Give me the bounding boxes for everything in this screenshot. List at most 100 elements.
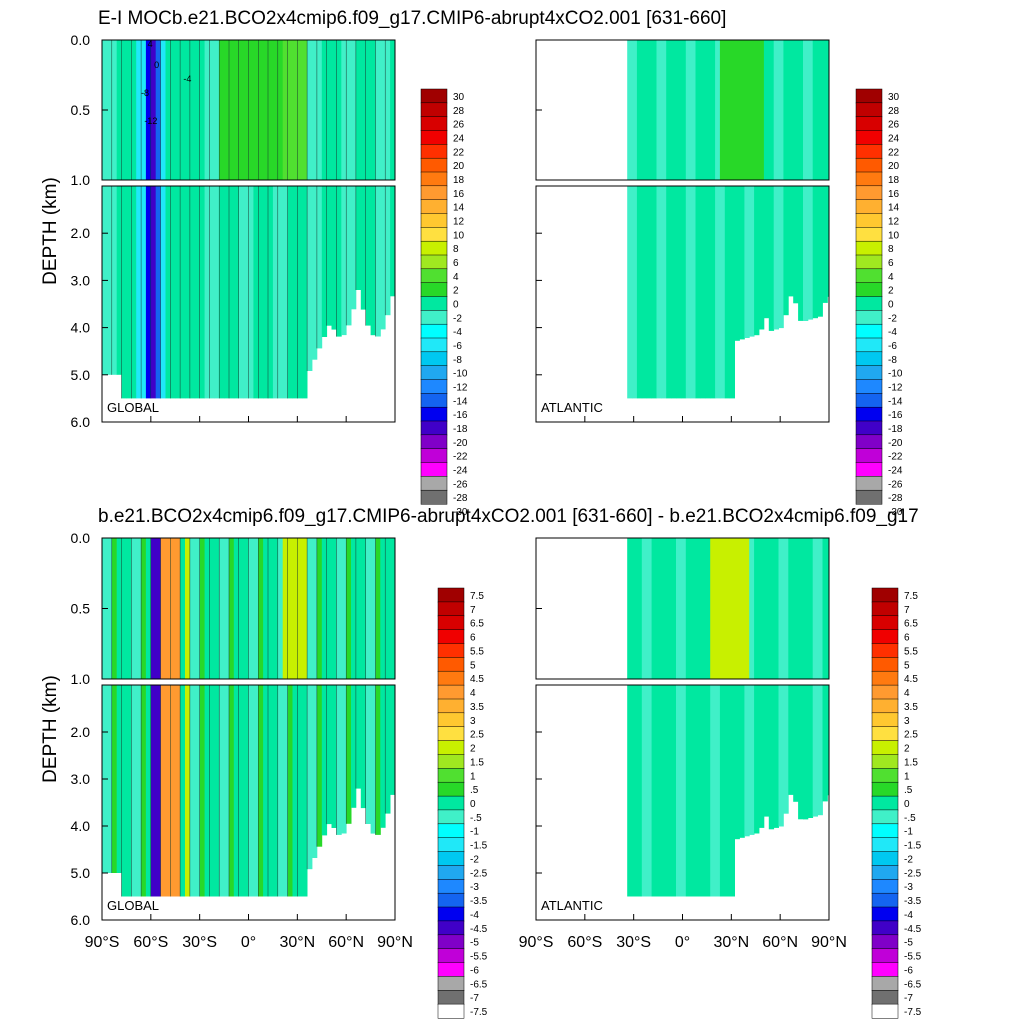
field-strip [219, 186, 225, 399]
colorbar-swatch [855, 462, 883, 477]
field-strip [749, 186, 755, 337]
field-strip [263, 685, 269, 897]
y-tick-label: 0.0 [71, 32, 91, 48]
field-strip [690, 186, 696, 399]
field-strip [676, 538, 682, 679]
colorbar-label: 12 [888, 216, 900, 227]
field-strip [773, 685, 779, 828]
field-strip [199, 538, 205, 679]
field-strip [695, 538, 701, 679]
field-strip [331, 538, 337, 679]
colorbar-label: -2 [470, 855, 479, 866]
field-strip [243, 538, 249, 679]
field-strip [827, 538, 830, 679]
field-strip [233, 685, 240, 897]
field-strip [194, 538, 201, 679]
field-strip [627, 186, 633, 399]
field-strip [268, 40, 274, 180]
colorbar-label: 2.5 [470, 730, 484, 741]
field-strip [307, 186, 313, 371]
colorbar-label: 2.5 [904, 730, 918, 741]
colorbar-swatch [855, 185, 883, 201]
field-strip [307, 40, 313, 180]
field-strip [214, 685, 220, 897]
colorbar-label: 3.5 [904, 702, 918, 713]
field-strip [272, 186, 279, 399]
field-strip [229, 40, 235, 180]
field-strip [253, 186, 259, 399]
field-strip [331, 685, 337, 828]
field-strip [724, 538, 731, 679]
field-strip [263, 538, 269, 679]
colorbar-label: 6 [904, 633, 910, 644]
colorbar-swatch [855, 144, 883, 159]
field-strip [380, 685, 386, 828]
colorbar-swatch [437, 712, 465, 728]
field-strip [355, 40, 362, 180]
colorbar-swatch [437, 809, 465, 825]
field-strip [316, 538, 323, 679]
y-tick-label: 6.0 [71, 912, 91, 928]
field-strip [229, 186, 235, 399]
colorbar-swatch [871, 990, 899, 1005]
field-strip [759, 685, 765, 828]
field-strip [710, 40, 716, 180]
colorbar-swatch [855, 296, 883, 311]
colorbar-label: -20 [453, 438, 468, 449]
field-strip [827, 186, 830, 297]
field-strip [312, 40, 318, 180]
field-strip [759, 186, 765, 330]
field-strip [812, 538, 818, 679]
field-strip [165, 685, 171, 897]
field-strip [336, 538, 342, 679]
colorbar-swatch [871, 948, 899, 964]
field-strip [651, 186, 657, 399]
field-strip [715, 40, 721, 180]
field-strip [199, 186, 205, 399]
field-strip [375, 40, 381, 180]
field-strip [695, 40, 701, 180]
colorbar-swatch [855, 240, 883, 256]
field-strip [219, 538, 225, 679]
colorbar-label: -7 [470, 993, 479, 1004]
region-label: GLOBAL [107, 898, 159, 913]
field-strip [248, 40, 254, 180]
field-strip [627, 40, 633, 180]
colorbar-swatch [855, 323, 883, 339]
field-strip [788, 40, 794, 180]
field-strip [224, 685, 230, 897]
colorbar-swatch [871, 823, 899, 839]
colorbar-swatch [420, 337, 448, 353]
field-strip [690, 685, 696, 897]
field-strip [277, 186, 284, 399]
colorbar-label: -24 [888, 465, 903, 476]
field-strip [390, 685, 396, 795]
field-strip [141, 685, 147, 897]
colorbar-swatch [871, 865, 899, 880]
colorbar-label: 2 [904, 744, 910, 755]
field-strip [214, 40, 220, 180]
colorbar-swatch [437, 823, 465, 839]
field-strip [632, 538, 638, 679]
y-axis-label: DEPTH (km) [40, 675, 61, 783]
y-tick-label: 4.0 [71, 818, 91, 834]
colorbar-label: -3 [470, 882, 479, 893]
field-strip [326, 538, 332, 679]
colorbar-swatch [871, 643, 899, 658]
field-strip [180, 538, 186, 679]
field-strip [656, 186, 662, 399]
field-strip [385, 685, 391, 814]
colorbar-swatch [871, 629, 899, 645]
field-strip [282, 40, 288, 180]
field-strip [155, 186, 161, 399]
colorbar-swatch [855, 406, 883, 422]
field-strip [822, 685, 828, 802]
field-strip [646, 186, 652, 399]
field-strip [798, 40, 804, 180]
colorbar-swatch [871, 615, 899, 631]
colorbar-swatch [437, 962, 465, 977]
field-strip [749, 685, 755, 835]
colorbar-swatch [437, 601, 465, 617]
field-strip [715, 538, 721, 679]
